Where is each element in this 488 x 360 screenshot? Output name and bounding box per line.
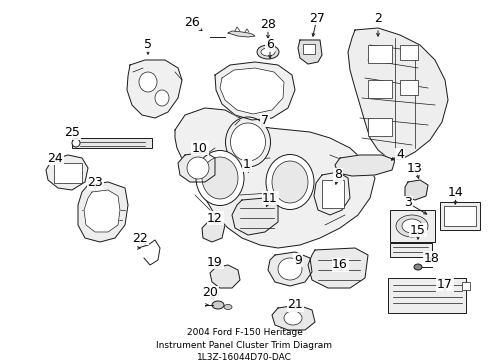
- Text: 24: 24: [47, 152, 63, 165]
- Polygon shape: [313, 172, 349, 215]
- Polygon shape: [347, 28, 447, 160]
- Polygon shape: [215, 62, 294, 120]
- Text: 9: 9: [293, 253, 301, 266]
- Text: 2: 2: [373, 12, 381, 24]
- Ellipse shape: [225, 117, 270, 167]
- Ellipse shape: [155, 90, 169, 106]
- Bar: [367, 80, 391, 98]
- Polygon shape: [84, 190, 120, 232]
- Polygon shape: [220, 68, 284, 114]
- Bar: [54, 163, 82, 183]
- Text: 20: 20: [202, 287, 218, 300]
- Polygon shape: [227, 31, 254, 37]
- Bar: [303, 44, 314, 54]
- Text: 4: 4: [395, 148, 403, 162]
- Text: 13: 13: [407, 162, 422, 175]
- Text: 8: 8: [333, 168, 341, 181]
- Polygon shape: [404, 180, 427, 200]
- Polygon shape: [209, 265, 240, 288]
- Text: 22: 22: [132, 231, 147, 244]
- Text: 11: 11: [262, 192, 277, 204]
- Ellipse shape: [139, 72, 157, 92]
- Bar: [399, 80, 417, 95]
- Bar: [389, 210, 434, 242]
- Polygon shape: [178, 152, 215, 182]
- Bar: [443, 206, 475, 226]
- Bar: [439, 202, 479, 230]
- Text: 16: 16: [331, 258, 347, 271]
- Bar: [72, 138, 152, 148]
- Text: 10: 10: [192, 141, 207, 154]
- Polygon shape: [271, 305, 314, 330]
- Ellipse shape: [271, 161, 307, 203]
- Ellipse shape: [196, 150, 244, 206]
- Text: 3: 3: [403, 197, 411, 210]
- Bar: [387, 278, 465, 313]
- Text: 17: 17: [436, 279, 452, 292]
- Polygon shape: [267, 252, 311, 286]
- Polygon shape: [307, 248, 367, 288]
- Bar: [321, 180, 343, 208]
- Polygon shape: [127, 60, 182, 118]
- Ellipse shape: [284, 311, 302, 325]
- Ellipse shape: [212, 301, 224, 309]
- Ellipse shape: [230, 123, 265, 161]
- Text: 15: 15: [409, 224, 425, 237]
- Text: 12: 12: [207, 211, 223, 225]
- Ellipse shape: [413, 264, 421, 270]
- Polygon shape: [334, 155, 394, 176]
- Ellipse shape: [401, 219, 421, 233]
- Bar: [389, 243, 431, 257]
- Text: 19: 19: [207, 256, 223, 269]
- Text: 2004 Ford F-150 Heritage
Instrument Panel Cluster Trim Diagram
1L3Z-16044D70-DAC: 2004 Ford F-150 Heritage Instrument Pane…: [156, 328, 332, 360]
- Ellipse shape: [257, 45, 279, 59]
- Ellipse shape: [224, 305, 231, 310]
- Text: 26: 26: [184, 17, 200, 30]
- Text: 5: 5: [143, 39, 152, 51]
- Ellipse shape: [265, 154, 313, 210]
- Text: 7: 7: [261, 113, 268, 126]
- Ellipse shape: [202, 157, 238, 199]
- Polygon shape: [175, 108, 374, 248]
- Ellipse shape: [261, 48, 274, 56]
- Text: 1: 1: [243, 158, 250, 171]
- Ellipse shape: [72, 139, 80, 147]
- Bar: [399, 45, 417, 60]
- Text: 21: 21: [286, 298, 302, 311]
- Ellipse shape: [186, 157, 208, 179]
- Bar: [367, 45, 391, 63]
- Polygon shape: [78, 182, 128, 242]
- Text: 28: 28: [260, 18, 275, 31]
- Text: 27: 27: [308, 12, 324, 24]
- Polygon shape: [231, 198, 278, 235]
- Bar: [367, 118, 391, 136]
- Text: 14: 14: [447, 186, 463, 199]
- Text: 18: 18: [423, 252, 439, 265]
- Bar: [461, 282, 469, 290]
- Ellipse shape: [278, 258, 302, 280]
- Polygon shape: [202, 218, 224, 242]
- Polygon shape: [46, 155, 88, 190]
- Text: 25: 25: [64, 126, 80, 139]
- Polygon shape: [297, 40, 321, 64]
- Ellipse shape: [395, 215, 427, 237]
- Text: 6: 6: [265, 39, 273, 51]
- Text: 23: 23: [87, 176, 102, 189]
